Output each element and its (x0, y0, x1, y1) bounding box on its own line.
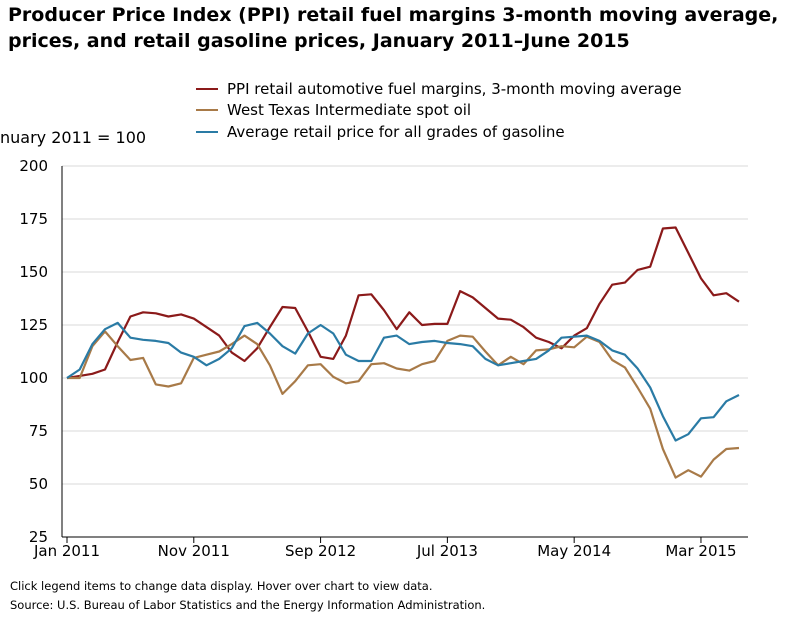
legend-item-ppi-margins[interactable]: PPI retail automotive fuel margins, 3-mo… (196, 78, 682, 100)
x-tick-label: Jan 2011 (33, 542, 100, 560)
chart-legend: PPI retail automotive fuel margins, 3-mo… (196, 78, 682, 143)
series-line-retail-gasoline[interactable] (66, 321, 740, 442)
y-tick-label-75: 75 (29, 422, 48, 440)
legend-label-ppi-margins: PPI retail automotive fuel margins, 3-mo… (227, 79, 682, 98)
y-tick-label-100: 100 (19, 369, 48, 387)
y-tick-label-200: 200 (19, 157, 48, 175)
y-axis-unit-label: nuary 2011 = 100 (0, 128, 147, 147)
legend-swatch-ppi-margins (196, 87, 218, 90)
y-tick-label-25: 25 (29, 528, 48, 546)
y-tick-label-125: 125 (19, 316, 48, 334)
legend-swatch-retail-gasoline (196, 130, 218, 133)
x-tick-labels: Jan 2011 Nov 2011 Sep 2012 Jul 2013 May 2014… (33, 542, 737, 560)
x-tick-label: Jul 2013 (416, 542, 478, 560)
y-tick-label-50: 50 (29, 475, 48, 493)
x-tick-label: Nov 2011 (158, 542, 230, 560)
legend-item-retail-gasoline[interactable]: Average retail price for all grades of g… (196, 121, 682, 143)
legend-label-retail-gasoline: Average retail price for all grades of g… (227, 122, 565, 141)
y-tick-label-150: 150 (19, 263, 48, 281)
series-line-wti-oil[interactable] (67, 330, 740, 479)
axes (61, 166, 748, 543)
x-tick-label: Sep 2012 (285, 542, 356, 560)
x-tick-label: Mar 2015 (665, 542, 736, 560)
footer-note: Click legend items to change data displa… (10, 579, 433, 593)
chart-title-line2: prices, and retail gasoline prices, Janu… (8, 30, 630, 52)
series-line-ppi-margins[interactable] (66, 226, 740, 380)
legend-label-wti-oil: West Texas Intermediate spot oil (227, 101, 472, 120)
chart-title: Producer Price Index (PPI) retail fuel m… (8, 2, 800, 54)
gridlines (62, 165, 748, 485)
footer-source: Source: U.S. Bureau of Labor Statistics … (10, 598, 486, 612)
y-tick-labels: 25 50 75 100 125 150 175 200 (19, 157, 48, 546)
chart-title-line1: Producer Price Index (PPI) retail fuel m… (8, 4, 779, 26)
x-tick-label: May 2014 (537, 542, 611, 560)
y-tick-label-175: 175 (19, 210, 48, 228)
legend-swatch-wti-oil (196, 109, 218, 112)
legend-item-wti-oil[interactable]: West Texas Intermediate spot oil (196, 100, 682, 122)
series-lines (66, 226, 740, 479)
